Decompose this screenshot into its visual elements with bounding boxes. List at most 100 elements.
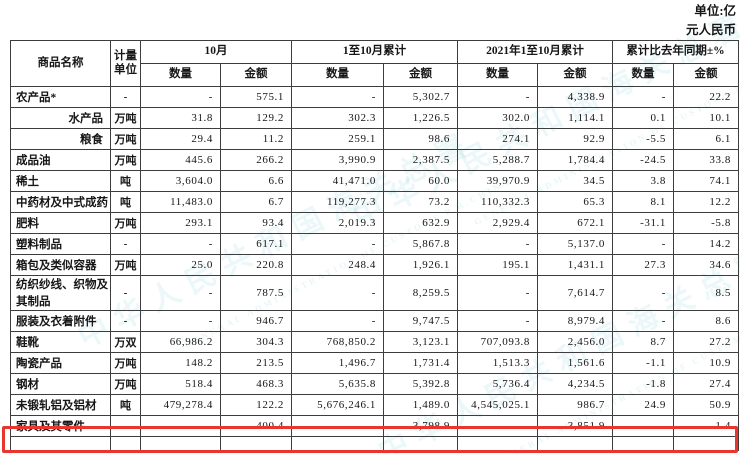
jan-oct-quantity-cell: 248.4: [291, 254, 384, 276]
unit-cell: -: [110, 274, 141, 312]
october-amount-cell: 787.5: [220, 274, 292, 312]
header-quantity: 数量: [291, 63, 384, 87]
october-amount-cell: 304.3: [220, 331, 292, 354]
commodity-export-table: 商品名称 计量单位 10月 1至10月累计 2021年1至10月累计 累计比去年…: [10, 40, 739, 451]
commodity-name-cell: 家具及其零件: [10, 415, 111, 438]
prev-year-quantity-cell: 195.1: [457, 254, 538, 276]
prev-year-quantity-cell: 4,545,025.1: [457, 394, 538, 417]
jan-oct-quantity-cell: -: [291, 274, 384, 312]
header-group-row: 商品名称 计量单位 10月 1至10月累计 2021年1至10月累计 累计比去年…: [10, 40, 739, 87]
jan-oct-amount-cell: 3,123.1: [383, 331, 458, 354]
prev-year-amount-cell: 4,234.5: [537, 373, 613, 396]
yoy-amount-cell: 27.2: [673, 331, 739, 354]
unit-note: 单位:亿 元人民币: [686, 2, 736, 41]
october-amount-cell: 6.7: [220, 191, 292, 213]
october-quantity-cell: 445.6: [140, 149, 221, 171]
jan-oct-amount-cell: [383, 436, 458, 451]
jan-oct-quantity-cell: 3,990.9: [291, 149, 384, 171]
table-row: 陶瓷产品 万吨 148.2 213.5 1,496.7 1,731.4 1,51…: [10, 352, 739, 375]
october-quantity-cell: 518.4: [140, 373, 221, 396]
october-quantity-cell: [140, 436, 221, 451]
prev-year-amount-cell: 4,338.9: [537, 86, 613, 108]
prev-year-amount-cell: [537, 436, 613, 451]
prev-year-quantity-cell: -: [457, 415, 538, 438]
table-row: 粮食 万吨 29.4 11.2 259.1 98.6 274.1 92.9 -5…: [10, 128, 739, 150]
yoy-quantity-cell: -5.5: [612, 128, 674, 150]
yoy-quantity-cell: -: [612, 415, 674, 438]
table-row: [10, 436, 739, 451]
prev-year-amount-cell: 2,456.0: [537, 331, 613, 354]
yoy-quantity-cell: 0.1: [612, 107, 674, 129]
october-amount-cell: 468.3: [220, 373, 292, 396]
jan-oct-quantity-cell: 302.3: [291, 107, 384, 129]
yoy-amount-cell: -1.4: [673, 415, 739, 438]
table-row: 钢材 万吨 518.4 468.3 5,635.8 5,392.8 5,736.…: [10, 373, 739, 396]
table-row: 纺织纱线、织物及其制品 - - 787.5 - 8,259.5 - 7,614.…: [10, 274, 739, 312]
yoy-quantity-cell: -: [612, 86, 674, 108]
header-sub-row: 数量 金额 数量 金额 数量 金额 数量 金额: [11, 63, 739, 87]
table-header: 商品名称 计量单位 10月 1至10月累计 2021年1至10月累计 累计比去年…: [10, 40, 739, 87]
yoy-amount-cell: -5.8: [673, 212, 739, 234]
yoy-amount-cell: 8.6: [673, 310, 739, 333]
october-quantity-cell: -: [140, 274, 221, 312]
yoy-quantity-cell: -: [612, 274, 674, 312]
commodity-name-cell: 服装及衣着附件: [10, 310, 111, 333]
yoy-amount-cell: 33.8: [673, 149, 739, 171]
unit-cell: 万吨: [110, 254, 141, 276]
table-row: 塑料制品 - - 617.1 - 5,867.8 - 5,137.0 - 14.…: [10, 233, 739, 255]
jan-oct-amount-cell: 9,747.5: [383, 310, 458, 333]
unit-cell: -: [110, 415, 141, 438]
table-row: 家具及其零件 - - 400.4 - 3,798.9 - 3,851.9 - -…: [10, 415, 739, 438]
header-group-2021-jan-oct: 2021年1至10月累计: [457, 40, 613, 64]
commodity-name-cell: 稀土: [10, 170, 111, 192]
prev-year-quantity-cell: [457, 436, 538, 451]
prev-year-quantity-cell: 1,513.3: [457, 352, 538, 375]
october-amount-cell: 946.7: [220, 310, 292, 333]
yoy-amount-cell: 6.1: [673, 128, 739, 150]
prev-year-quantity-cell: 5,736.4: [457, 373, 538, 396]
table-row: 服装及衣着附件 - - 946.7 - 9,747.5 - 8,979.4 - …: [10, 310, 739, 333]
prev-year-quantity-cell: 274.1: [457, 128, 538, 150]
october-amount-cell: 213.5: [220, 352, 292, 375]
jan-oct-quantity-cell: 41,471.0: [291, 170, 384, 192]
commodity-name-cell: 鞋靴: [10, 331, 111, 354]
table-row: 未锻轧铝及铝材 吨 479,278.4 122.2 5,676,246.1 1,…: [10, 394, 739, 417]
october-amount-cell: 575.1: [220, 86, 292, 108]
october-quantity-cell: -: [140, 86, 221, 108]
october-amount-cell: 6.6: [220, 170, 292, 192]
october-quantity-cell: 11,483.0: [140, 191, 221, 213]
october-amount-cell: [220, 436, 292, 451]
jan-oct-quantity-cell: 5,635.8: [291, 373, 384, 396]
october-amount-cell: 617.1: [220, 233, 292, 255]
october-amount-cell: 122.2: [220, 394, 292, 417]
october-amount-cell: 93.4: [220, 212, 292, 234]
october-amount-cell: 220.8: [220, 254, 292, 276]
commodity-name-cell: 塑料制品: [10, 233, 111, 255]
jan-oct-amount-cell: 1,489.0: [383, 394, 458, 417]
header-amount: 金额: [537, 63, 613, 87]
commodity-name-cell: 未锻轧铝及铝材: [10, 394, 111, 417]
unit-cell: -: [110, 310, 141, 333]
jan-oct-amount-cell: 98.6: [383, 128, 458, 150]
jan-oct-amount-cell: 73.2: [383, 191, 458, 213]
table-row: 肥料 万吨 293.1 93.4 2,019.3 632.9 2,929.4 6…: [10, 212, 739, 234]
october-quantity-cell: 66,986.2: [140, 331, 221, 354]
commodity-name-cell: 农产品*: [10, 86, 111, 108]
yoy-quantity-cell: -31.1: [612, 212, 674, 234]
prev-year-amount-cell: 986.7: [537, 394, 613, 417]
header-quantity: 数量: [612, 63, 674, 87]
jan-oct-amount-cell: 1,731.4: [383, 352, 458, 375]
prev-year-amount-cell: 8,979.4: [537, 310, 613, 333]
yoy-amount-cell: 12.2: [673, 191, 739, 213]
header-group-jan-oct: 1至10月累计: [291, 40, 458, 64]
october-quantity-cell: 3,604.0: [140, 170, 221, 192]
header-quantity: 数量: [140, 63, 221, 87]
unit-cell: -: [110, 233, 141, 255]
table-row: 农产品* - - 575.1 - 5,302.7 - 4,338.9 - 22.…: [10, 86, 739, 108]
yoy-amount-cell: [673, 436, 739, 451]
jan-oct-quantity-cell: 5,676,246.1: [291, 394, 384, 417]
jan-oct-quantity-cell: -: [291, 86, 384, 108]
jan-oct-quantity-cell: -: [291, 233, 384, 255]
yoy-amount-cell: 14.2: [673, 233, 739, 255]
jan-oct-quantity-cell: 1,496.7: [291, 352, 384, 375]
